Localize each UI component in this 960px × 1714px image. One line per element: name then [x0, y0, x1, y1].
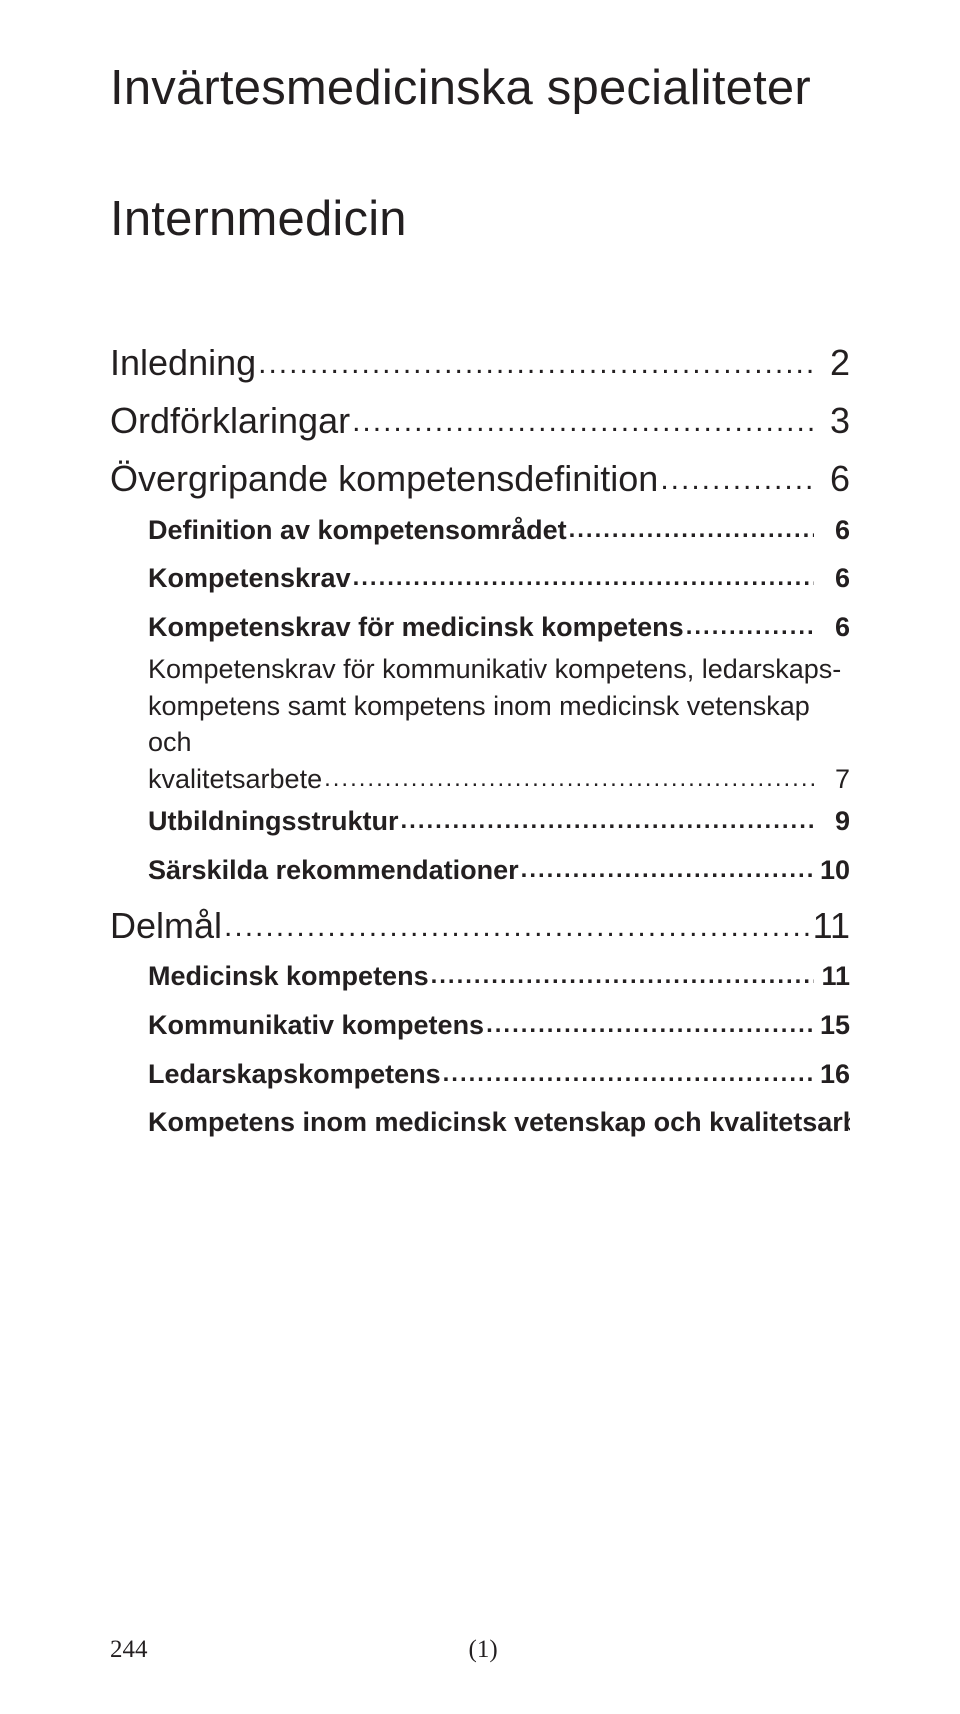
toc-page: 16 — [816, 1050, 850, 1099]
toc-item-ledarskapskompetens: Ledarskapskompetens ....................… — [148, 1050, 850, 1099]
leader-dots: ........................................… — [660, 458, 814, 502]
toc-page: 6 — [816, 603, 850, 652]
toc-label-line2: kompetens samt kompetens inom medicinsk … — [148, 688, 850, 761]
toc-label: Övergripande kompetensdefinition — [110, 453, 658, 505]
toc-label: Särskilda rekommendationer — [148, 846, 519, 895]
toc-item-kompetenskrav: Kompetenskrav ..........................… — [148, 554, 850, 603]
toc-label: Kommunikativ kompetens — [148, 1001, 484, 1050]
toc-page: 11 — [813, 900, 850, 952]
toc-label: Kompetens inom medicinsk vetenskap och k… — [148, 1098, 850, 1147]
leader-dots: ........................................… — [258, 342, 814, 386]
toc-label: Ordförklaringar — [110, 395, 350, 447]
toc-item-krav-kommunikativ: Kompetenskrav för kommunikativ kompetens… — [148, 651, 850, 797]
toc-page: 6 — [816, 506, 850, 555]
leader-dots: ........................................… — [324, 763, 814, 795]
toc-label: Delmål — [110, 900, 222, 952]
leader-dots: ........................................… — [352, 400, 814, 444]
title-main: Invärtesmedicinska specialiteter — [110, 60, 850, 116]
toc-item-ordforklaringar: Ordförklaringar ........................… — [110, 395, 850, 447]
toc-label: Kompetenskrav för medicinsk kompetens — [148, 603, 684, 652]
leader-dots: ........................................… — [486, 1003, 814, 1046]
toc-page: 11 — [816, 952, 850, 1001]
toc-page: 6 — [816, 554, 850, 603]
toc-item-krav-medicinsk: Kompetenskrav för medicinsk kompetens ..… — [148, 603, 850, 652]
toc-label: Ledarskapskompetens — [148, 1050, 441, 1099]
toc-item-utbildningsstruktur: Utbildningsstruktur ....................… — [148, 797, 850, 846]
toc-label: Inledning — [110, 337, 256, 389]
toc-item-medicinsk-kompetens: Medicinsk kompetens ....................… — [148, 952, 850, 1001]
toc-label-line3: kvalitetsarbete — [148, 761, 322, 797]
leader-dots: ........................................… — [521, 848, 814, 891]
leader-dots: ........................................… — [431, 954, 814, 997]
footer-page-number: 244 — [110, 1636, 148, 1664]
leader-dots: ........................................… — [686, 605, 814, 648]
toc-label: Utbildningsstruktur — [148, 797, 399, 846]
page: Invärtesmedicinska specialiteter Internm… — [0, 0, 960, 1714]
toc-label: Kompetenskrav — [148, 554, 351, 603]
toc-page: 6 — [816, 453, 850, 505]
leader-dots: ........................................… — [569, 508, 814, 551]
title-sub: Internmedicin — [110, 191, 850, 247]
toc-page: 3 — [816, 395, 850, 447]
toc-item-kompetens-vetenskap: Kompetens inom medicinsk vetenskap och k… — [148, 1098, 850, 1147]
toc-label: Medicinsk kompetens — [148, 952, 429, 1001]
toc-item-kommunikativ-kompetens: Kommunikativ kompetens .................… — [148, 1001, 850, 1050]
toc-page: 10 — [816, 846, 850, 895]
toc-item-sarskilda: Särskilda rekommendationer .............… — [148, 846, 850, 895]
toc-label: Definition av kompetensområdet — [148, 506, 567, 555]
leader-dots: ........................................… — [353, 556, 814, 599]
footer-sheet: (1) — [148, 1636, 819, 1664]
toc-item-inledning: Inledning ..............................… — [110, 337, 850, 389]
toc-item-def-omrade: Definition av kompetensområdet .........… — [148, 506, 850, 555]
toc-page: 15 — [816, 1001, 850, 1050]
leader-dots: ........................................… — [443, 1052, 814, 1095]
leader-dots: ........................................… — [401, 799, 815, 842]
toc-label-line1: Kompetenskrav för kommunikativ kompetens… — [148, 651, 850, 687]
leader-dots: ........................................… — [224, 905, 811, 949]
toc-item-delmal: Delmål .................................… — [110, 900, 850, 952]
footer: 244 (1) — [110, 1636, 850, 1664]
table-of-contents: Inledning ..............................… — [110, 337, 850, 1147]
footer-right-spacer — [819, 1636, 850, 1664]
toc-page: 9 — [816, 797, 850, 846]
toc-page: 7 — [816, 761, 850, 797]
toc-page: 2 — [816, 337, 850, 389]
toc-item-overgripande: Övergripande kompetensdefinition .......… — [110, 453, 850, 505]
